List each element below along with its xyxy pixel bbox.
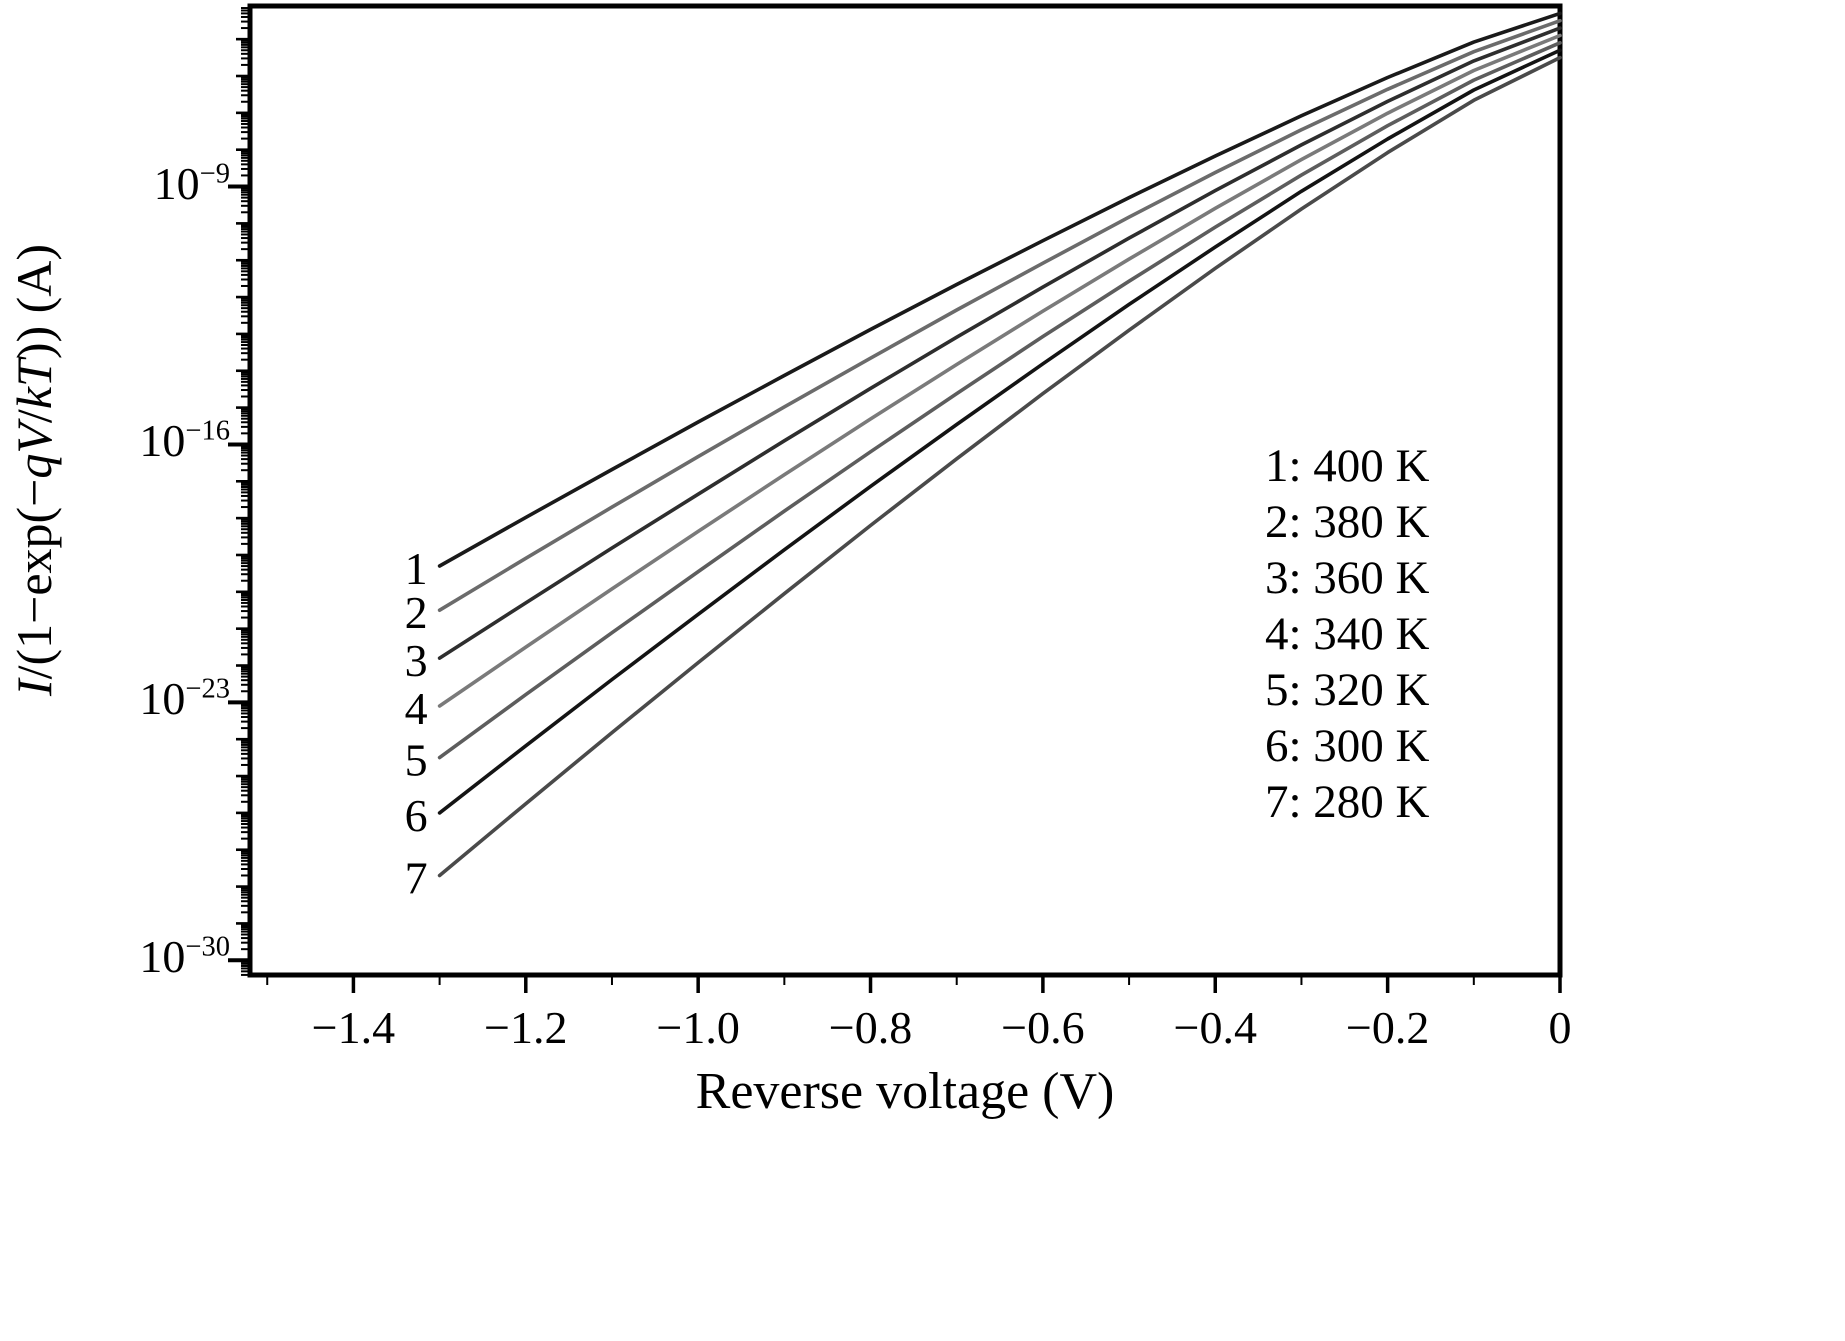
- y-tick-label: 10−30: [139, 931, 230, 983]
- curve-340K: [437, 33, 1562, 708]
- legend-line: 1: 400 K: [1265, 440, 1430, 492]
- curve-number-label: 5: [405, 735, 428, 786]
- legend-line: 5: 320 K: [1265, 664, 1430, 716]
- y-axis-title-part: I: [6, 679, 62, 697]
- y-axis-title-part: )) (A): [6, 243, 62, 360]
- legend-line: 2: 380 K: [1265, 496, 1430, 548]
- x-tick-label: −1.2: [484, 1002, 568, 1053]
- y-tick-label: 10−23: [139, 673, 230, 725]
- curve-number-label: 4: [405, 683, 428, 734]
- curve-380K: [437, 18, 1562, 612]
- curve-280K: [437, 55, 1562, 878]
- legend-line: 4: 340 K: [1265, 608, 1430, 660]
- curve-number-label: 6: [405, 790, 428, 841]
- curve-number-label: 1: [405, 543, 428, 594]
- x-tick-label: −0.8: [828, 1002, 913, 1053]
- curve-number-label: 2: [405, 587, 428, 638]
- y-tick-label: 10−16: [139, 415, 230, 467]
- x-tick-label: −0.6: [1001, 1002, 1085, 1053]
- y-axis-title-part: qV: [6, 423, 62, 479]
- x-tick-label: 0: [1548, 1002, 1572, 1053]
- plot-frame: [247, 3, 1563, 978]
- x-tick-label: −1.0: [656, 1002, 740, 1053]
- x-tick-label: −0.4: [1173, 1002, 1257, 1053]
- y-axis-title-part: /(1−exp(−: [6, 478, 62, 680]
- curve-400K: [437, 11, 1562, 568]
- legend-line: 6: 300 K: [1265, 720, 1430, 772]
- curve-300K: [437, 48, 1562, 815]
- legend: 1: 400 K 2: 380 K 3: 360 K 4: 340 K 5: 320 K…: [1265, 438, 1430, 830]
- y-tick-label: 10−9: [153, 157, 230, 209]
- y-axis-title-part: /: [6, 409, 62, 424]
- legend-line: 7: 280 K: [1265, 776, 1430, 828]
- curve-320K: [437, 41, 1562, 760]
- y-axis-title-part: kT: [6, 359, 62, 410]
- curve-number-label: 7: [405, 853, 428, 904]
- x-tick-label: −0.2: [1345, 1002, 1430, 1053]
- y-axis-title: I/(1−exp(−qV/kT)) (A): [5, 244, 63, 696]
- curve-360K: [437, 26, 1562, 660]
- curve-number-label: 3: [405, 635, 428, 686]
- legend-line: 3: 360 K: [1265, 552, 1430, 604]
- x-tick-label: −1.4: [311, 1002, 396, 1053]
- x-axis-title: Reverse voltage (V): [695, 1063, 1115, 1120]
